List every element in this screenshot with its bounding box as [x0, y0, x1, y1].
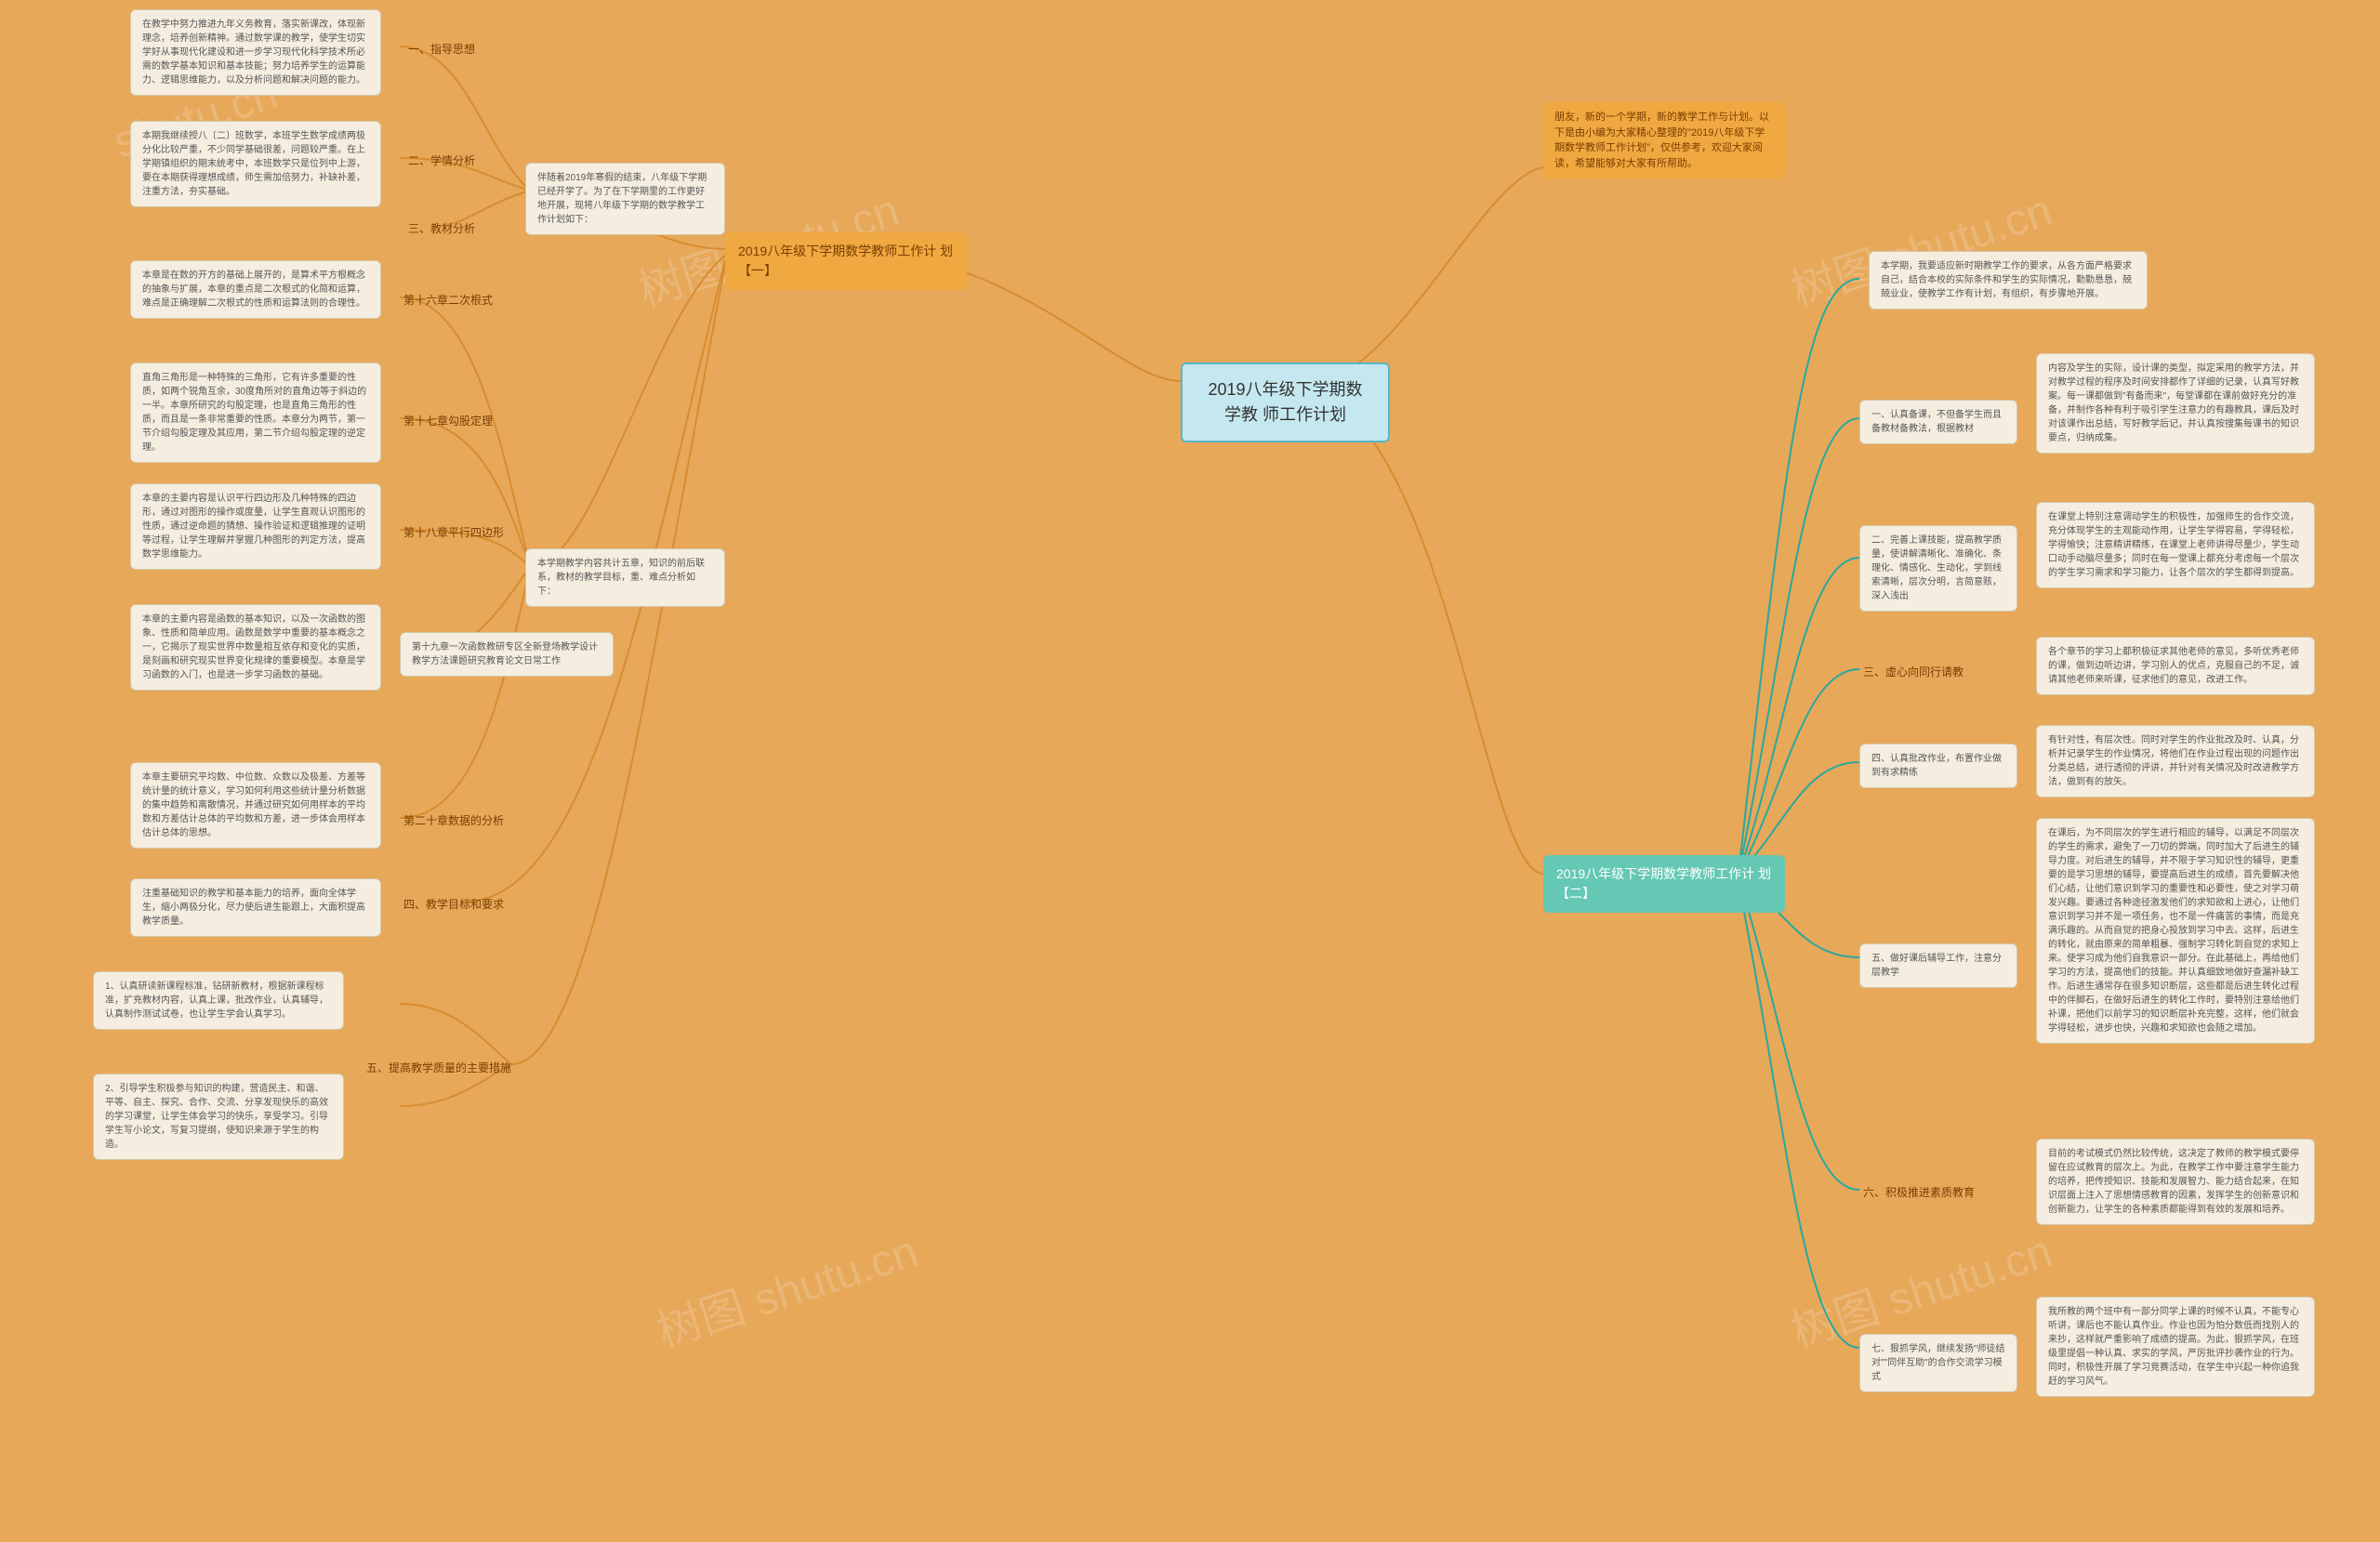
plan1-s4-label: 四、教学目标和要求	[400, 894, 508, 915]
plan2-s1-label: 一、认真备课，不但备学生而且备教材备教法，根据教材	[1859, 400, 2017, 444]
plan1-ch17-label: 第十七章勾股定理	[400, 411, 496, 431]
plan2-s2-label: 二、完善上课技能，提高教学质量，使讲解清晰化、准确化、条理化、情感化、生动化，学…	[1859, 525, 2017, 612]
plan2-s4-label: 四、认真批改作业，布置作业做到有求精练	[1859, 744, 2017, 788]
plan1-ch19-text: 本章的主要内容是函数的基本知识，以及一次函数的图象、性质和简单应用。函数是数学中…	[130, 604, 381, 691]
plan1-s3-label: 三、教材分析	[404, 218, 479, 239]
center-node: 2019八年级下学期数学教 师工作计划	[1181, 362, 1390, 442]
plan2-s6-label: 六、积极推进素质教育	[1859, 1182, 1978, 1203]
plan1-s4-text: 注重基础知识的教学和基本能力的培养，面向全体学生，缩小两极分化，尽力使后进生能跟…	[130, 878, 381, 937]
plan2-s5-label: 五、做好课后辅导工作，注意分层教学	[1859, 943, 2017, 988]
plan1-s5-2: 2、引导学生积极参与知识的构建，营造民主、和谐、平等、自主、探究、合作、交流、分…	[93, 1074, 344, 1160]
plan2-s4-text: 有针对性，有层次性。同时对学生的作业批改及时、认真，分析并记录学生的作业情况，将…	[2036, 725, 2315, 797]
plan1-s3-intro: 本学期教学内容共计五章，知识的前后联系，教材的教学目标，重、难点分析如下：	[525, 548, 725, 607]
plan2-s5-text: 在课后，为不同层次的学生进行相应的辅导，以满足不同层次的学生的需求，避免了一刀切…	[2036, 818, 2315, 1044]
plan1-s5-label: 五、提高教学质量的主要措施	[363, 1058, 515, 1078]
plan1-ch16-label: 第十六章二次根式	[400, 290, 496, 310]
plan2-title: 2019八年级下学期数学教师工作计 划【二】	[1543, 855, 1785, 913]
plan1-ch20-text: 本章主要研究平均数、中位数、众数以及极差、方差等统计量的统计意义，学习如何利用这…	[130, 762, 381, 849]
plan1-s5-1: 1、认真研读新课程标准，钻研新教材，根据新课程标准，扩充教材内容，认真上课，批改…	[93, 971, 344, 1030]
plan1-ch19-label: 第十九章一次函数教研专区全新登场教学设计 教学方法课题研究教育论文日常工作	[400, 632, 614, 677]
plan1-s1-text: 在教学中努力推进九年义务教育，落实新课改，体现新理念，培养创新精神。通过数学课的…	[130, 9, 381, 96]
plan2-s7-label: 七、狠抓学风，继续发扬"师徒结对""同伴互助"的合作交流学习模式	[1859, 1334, 2017, 1392]
plan2-s3-label: 三、虚心向同行请教	[1859, 662, 1967, 682]
watermark: 树图 shutu.cn	[647, 1215, 924, 1360]
plan2-s7-text: 我所教的两个班中有一部分同学上课的时候不认真，不能专心听讲，课后也不能认真作业。…	[2036, 1297, 2315, 1397]
plan1-ch17-text: 直角三角形是一种特殊的三角形，它有许多重要的性质，如两个锐角互余，30度角所对的…	[130, 362, 381, 463]
plan1-title: 2019八年级下学期数学教师工作计 划【一】	[725, 232, 967, 290]
plan1-s1-label: 一、指导思想	[404, 39, 479, 59]
plan2-s3-text: 各个章节的学习上都积极征求其他老师的意见，多听优秀老师的课，做到边听边讲，学习别…	[2036, 637, 2315, 695]
plan2-s6-text: 目前的考试模式仍然比较传统，这决定了教师的教学模式要停留在应试教育的层次上。为此…	[2036, 1139, 2315, 1225]
plan1-s2-text: 本期我继续授八〔二〕班数学，本班学生数学成绩两极分化比较严重，不少同学基础很差，…	[130, 121, 381, 207]
plan2-s2-text: 在课堂上特别注意调动学生的积极性，加强师生的合作交流，充分体现学生的主观能动作用…	[2036, 502, 2315, 588]
plan1-ch20-label: 第二十章数据的分析	[400, 811, 508, 831]
plan1-ch16-text: 本章是在数的开方的基础上展开的，是算术平方根概念的抽象与扩展，本章的重点是二次根…	[130, 260, 381, 319]
plan1-ch18-text: 本章的主要内容是认识平行四边形及几种特殊的四边形，通过对图形的操作或度量，让学生…	[130, 483, 381, 570]
plan2-intro: 本学期，我要适应新时期教学工作的要求，从各方面严格要求自己，结合本校的实际条件和…	[1869, 251, 2148, 310]
plan1-intro: 伴随着2019年寒假的结束，八年级下学期已经开学了。为了在下学期里的工作更好地开…	[525, 163, 725, 235]
plan1-s2-label: 二、学情分析	[404, 151, 479, 171]
plan2-s1-text: 内容及学生的实际，设计课的类型，拟定采用的教学方法，并对教学过程的程序及时间安排…	[2036, 353, 2315, 454]
intro-node: 朋友，新的一个学期，新的教学工作与计划。以下是由小编为大家精心整理的"2019八…	[1543, 102, 1785, 178]
plan1-ch18-label: 第十八章平行四边形	[400, 522, 508, 543]
